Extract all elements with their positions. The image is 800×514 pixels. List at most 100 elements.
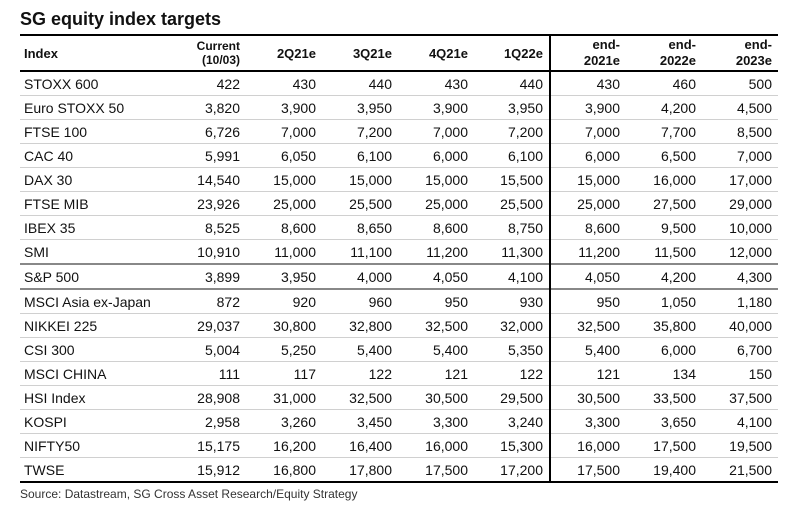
cell-end-2022e: 6,500 [626,143,702,168]
cell-index: NIFTY50 [20,433,170,458]
cell-current: 5,991 [170,143,246,168]
cell-end-2023e: 4,100 [702,409,778,434]
cell-2q21e: 25,000 [246,191,322,216]
cell-end-2021e: 5,400 [549,337,626,362]
table-row: NIKKEI 225 29,037 30,800 32,800 32,500 3… [20,313,778,338]
cell-end-2021e: 430 [549,71,626,96]
col-header-end-2021e: end- 2021e [549,35,626,71]
cell-end-2023e: 19,500 [702,433,778,458]
cell-2q21e: 11,000 [246,239,322,265]
cell-index: FTSE 100 [20,119,170,144]
cell-current: 29,037 [170,313,246,338]
cell-4q21e: 6,000 [398,143,474,168]
cell-end-2021e: 950 [549,288,626,314]
cell-index: HSI Index [20,385,170,410]
cell-2q21e: 3,950 [246,263,322,290]
cell-2q21e: 7,000 [246,119,322,144]
cell-current: 111 [170,361,246,386]
cell-1q22e: 4,100 [474,263,550,290]
cell-end-2023e: 37,500 [702,385,778,410]
cell-1q22e: 25,500 [474,191,550,216]
col-header-current-line2: (10/03) [201,53,240,67]
cell-3q21e: 6,100 [322,143,398,168]
source-note: Source: Datastream, SG Cross Asset Resea… [20,487,358,501]
cell-end-2022e: 1,050 [626,288,702,314]
cell-2q21e: 15,000 [246,167,322,192]
cell-end-2021e: 11,200 [549,239,626,265]
table-row: STOXX 600 422 430 440 430 440 430 460 50… [20,71,778,96]
table-row: HSI Index 28,908 31,000 32,500 30,500 29… [20,385,778,410]
cell-end-2022e: 7,700 [626,119,702,144]
cell-current: 3,899 [170,263,246,290]
cell-4q21e: 30,500 [398,385,474,410]
cell-index: MSCI Asia ex-Japan [20,288,170,314]
cell-4q21e: 11,200 [398,239,474,265]
cell-end-2021e: 4,050 [549,263,626,290]
cell-end-2021e: 6,000 [549,143,626,168]
cell-1q22e: 11,300 [474,239,550,265]
cell-end-2021e: 15,000 [549,167,626,192]
table-row: TWSE 15,912 16,800 17,800 17,500 17,200 … [20,457,778,483]
cell-end-2022e: 460 [626,71,702,96]
cell-end-2021e: 32,500 [549,313,626,338]
cell-4q21e: 430 [398,71,474,96]
col-header-3q21e: 3Q21e [352,45,392,61]
cell-1q22e: 3,240 [474,409,550,434]
cell-end-2022e: 27,500 [626,191,702,216]
cell-end-2022e: 3,650 [626,409,702,434]
cell-4q21e: 32,500 [398,313,474,338]
col-header-end-2022e-line1: end- [668,37,696,52]
cell-3q21e: 17,800 [322,457,398,483]
cell-index: CSI 300 [20,337,170,362]
cell-1q22e: 29,500 [474,385,550,410]
cell-2q21e: 30,800 [246,313,322,338]
cell-3q21e: 5,400 [322,337,398,362]
cell-4q21e: 950 [398,288,474,314]
table-row: KOSPI 2,958 3,260 3,450 3,300 3,240 3,30… [20,409,778,434]
cell-end-2022e: 19,400 [626,457,702,483]
cell-3q21e: 32,500 [322,385,398,410]
cell-4q21e: 3,300 [398,409,474,434]
table-row: NIFTY50 15,175 16,200 16,400 16,000 15,3… [20,433,778,458]
cell-current: 3,820 [170,95,246,120]
cell-current: 8,525 [170,215,246,240]
cell-4q21e: 3,900 [398,95,474,120]
cell-index: SMI [20,239,170,265]
cell-1q22e: 15,300 [474,433,550,458]
cell-end-2023e: 10,000 [702,215,778,240]
cell-current: 23,926 [170,191,246,216]
cell-2q21e: 16,800 [246,457,322,483]
cell-2q21e: 3,900 [246,95,322,120]
col-header-2q21e: 2Q21e [276,45,316,61]
cell-3q21e: 8,650 [322,215,398,240]
cell-current: 5,004 [170,337,246,362]
cell-3q21e: 960 [322,288,398,314]
cell-2q21e: 920 [246,288,322,314]
cell-3q21e: 32,800 [322,313,398,338]
cell-index: S&P 500 [20,263,170,290]
table-row: FTSE 100 6,726 7,000 7,200 7,000 7,200 7… [20,119,778,144]
cell-4q21e: 8,600 [398,215,474,240]
table-row: CAC 40 5,991 6,050 6,100 6,000 6,100 6,0… [20,143,778,168]
cell-index: FTSE MIB [20,191,170,216]
cell-current: 15,912 [170,457,246,483]
cell-3q21e: 7,200 [322,119,398,144]
cell-3q21e: 4,000 [322,263,398,290]
cell-end-2021e: 30,500 [549,385,626,410]
cell-end-2022e: 17,500 [626,433,702,458]
col-header-end-2022e: end- 2022e [626,35,702,71]
cell-1q22e: 15,500 [474,167,550,192]
cell-end-2021e: 16,000 [549,433,626,458]
table-row: FTSE MIB 23,926 25,000 25,500 25,000 25,… [20,191,778,216]
table-row: CSI 300 5,004 5,250 5,400 5,400 5,350 5,… [20,337,778,362]
cell-end-2023e: 4,300 [702,263,778,290]
col-header-end-2023e-line2: 2023e [735,53,772,68]
cell-end-2023e: 17,000 [702,167,778,192]
cell-3q21e: 440 [322,71,398,96]
cell-4q21e: 17,500 [398,457,474,483]
cell-end-2022e: 134 [626,361,702,386]
cell-4q21e: 25,000 [398,191,474,216]
cell-1q22e: 3,950 [474,95,550,120]
cell-end-2021e: 17,500 [549,457,626,483]
cell-end-2023e: 150 [702,361,778,386]
